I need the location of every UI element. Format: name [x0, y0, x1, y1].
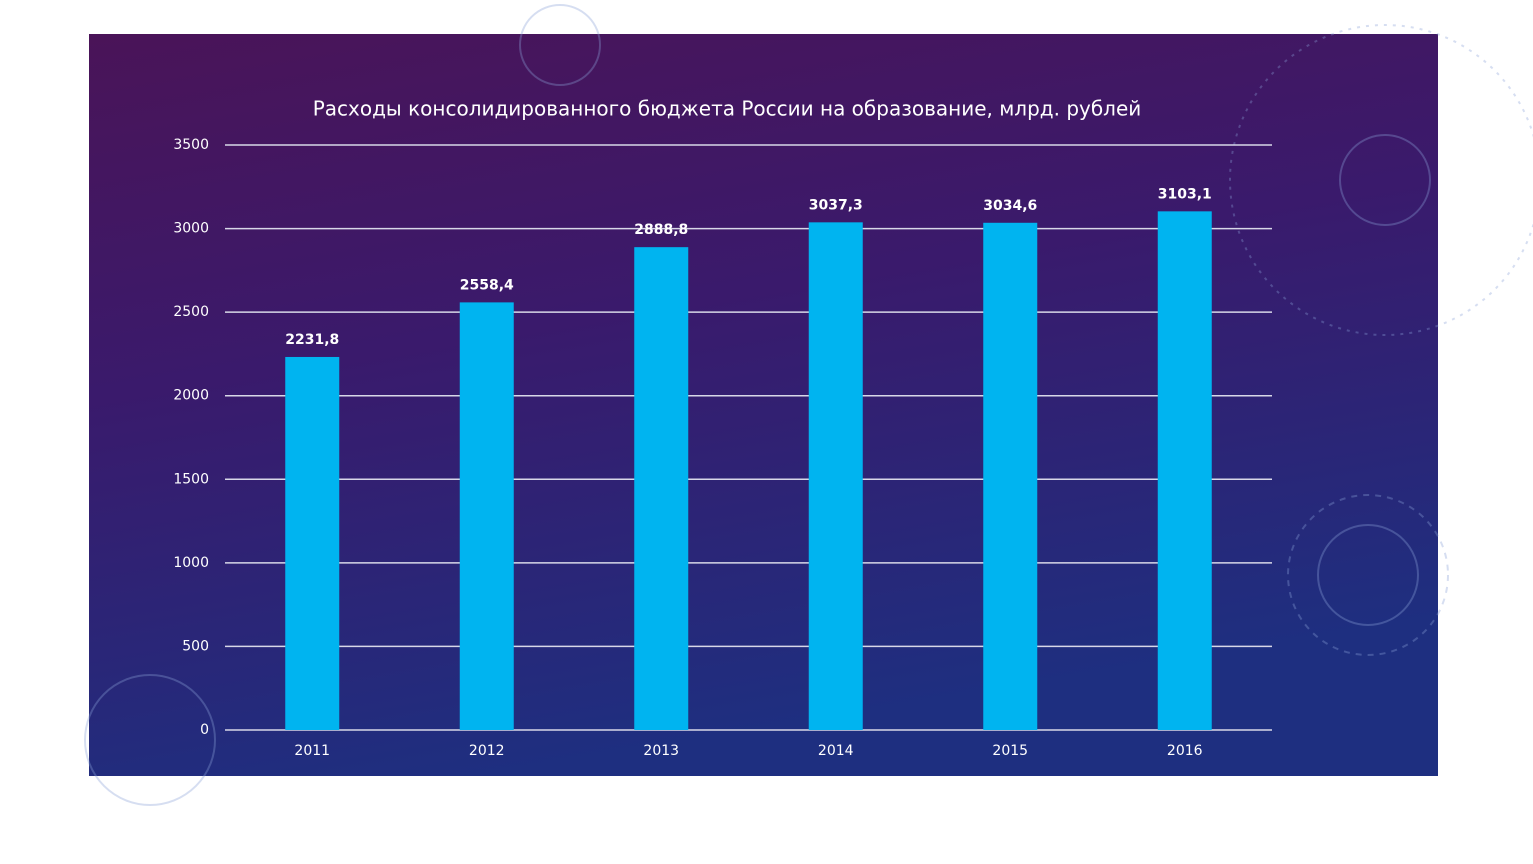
- bar: [1157, 211, 1212, 731]
- value-label: 3034,6: [983, 198, 1037, 214]
- value-label: 3037,3: [809, 197, 863, 213]
- x-tick-label: 2015: [992, 743, 1028, 759]
- y-tick-label: 500: [182, 638, 209, 654]
- x-tick-label: 2012: [469, 743, 505, 759]
- x-tick-label: 2014: [818, 743, 854, 759]
- y-tick-label: 0: [200, 722, 209, 738]
- decoration: [84, 4, 1533, 806]
- value-label: 2558,4: [460, 277, 514, 293]
- y-tick-label: 3500: [173, 137, 209, 153]
- bar: [459, 302, 514, 730]
- y-tick-label: 1000: [173, 555, 209, 571]
- x-tick-label: 2016: [1167, 743, 1203, 759]
- y-tick-label: 3000: [173, 221, 209, 237]
- y-tick-label: 2000: [173, 388, 209, 404]
- y-tick-label: 2500: [173, 304, 209, 320]
- x-tick-label: 2011: [294, 743, 330, 759]
- y-tick-label: 1500: [173, 471, 209, 487]
- x-tick-label: 2013: [643, 743, 679, 759]
- value-label: 3103,1: [1158, 186, 1212, 202]
- bar: [808, 222, 863, 730]
- bar: [285, 356, 340, 730]
- value-label: 2231,8: [285, 332, 339, 348]
- bar: [983, 222, 1038, 731]
- value-label: 2888,8: [634, 222, 688, 238]
- bar: [634, 247, 689, 730]
- chart-title: Расходы консолидированного бюджета Росси…: [313, 97, 1142, 121]
